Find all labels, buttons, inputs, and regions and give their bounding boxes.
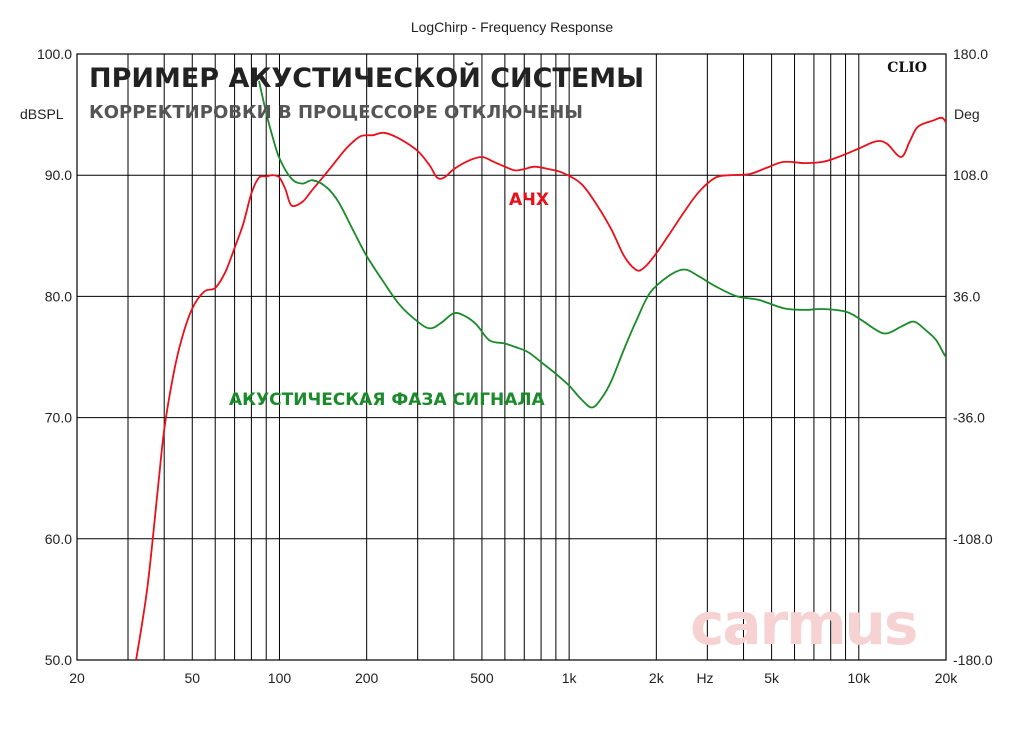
chart-subheading: КОРРЕКТИРОВКИ В ПРОЦЕССОРЕ ОТКЛЮЧЕНЫ	[89, 102, 583, 123]
y-tick-label-left: 60.0	[45, 531, 72, 547]
x-tick-label: 20k	[935, 670, 959, 686]
y-tick-label-right: -180.0	[953, 652, 993, 668]
y-tick-label-right: -108.0	[953, 531, 993, 547]
x-tick-label: 50	[184, 670, 200, 686]
series-layer	[135, 80, 946, 660]
y-tick-label-left: 90.0	[45, 167, 72, 183]
phase-line	[258, 80, 946, 409]
x-tick-label: 500	[470, 670, 494, 686]
y-tick-label-left: 70.0	[45, 410, 72, 426]
x-tick-label: 10k	[848, 670, 872, 686]
x-tick-label: 200	[355, 670, 379, 686]
watermark-layer: carmus	[690, 590, 918, 658]
y-tick-label-right: -36.0	[953, 410, 985, 426]
y-tick-label-left: 50.0	[45, 652, 72, 668]
right-axis-unit-label: Deg	[954, 106, 980, 122]
y-tick-label-left: 100.0	[37, 46, 72, 62]
y-tick-label-left: 80.0	[45, 288, 72, 304]
series-label-phase: АКУСТИЧЕСКАЯ ФАЗА СИГНАЛА	[229, 390, 546, 410]
watermark-logo: carmus	[690, 590, 916, 658]
y-tick-label-right: 180.0	[953, 46, 988, 62]
tick-labels: 100.0 90.0 80.0 70.0 60.0 50.0 180.0 108.0 36.0 -…	[37, 46, 993, 686]
series-label-frequency-response: АЧХ	[509, 190, 549, 210]
grid	[77, 54, 946, 660]
x-tick-label: 2k	[649, 670, 665, 686]
chart-heading: ПРИМЕР АКУСТИЧЕСКОЙ СИСТЕМЫ	[89, 62, 644, 94]
chart-title: LogChirp - Frequency Response	[411, 19, 614, 35]
clio-brand: CLIO	[887, 60, 927, 76]
left-axis-unit-label: dBSPL	[20, 106, 64, 122]
y-tick-label-right: 36.0	[953, 288, 980, 304]
x-tick-label: 1k	[562, 670, 578, 686]
x-tick-label: 100	[268, 670, 292, 686]
x-axis-unit-label: Hz	[696, 670, 713, 686]
y-tick-label-right: 108.0	[953, 167, 988, 183]
x-tick-label: 5k	[764, 670, 780, 686]
frequency-response-line	[135, 116, 946, 660]
x-tick-label: 20	[69, 670, 85, 686]
